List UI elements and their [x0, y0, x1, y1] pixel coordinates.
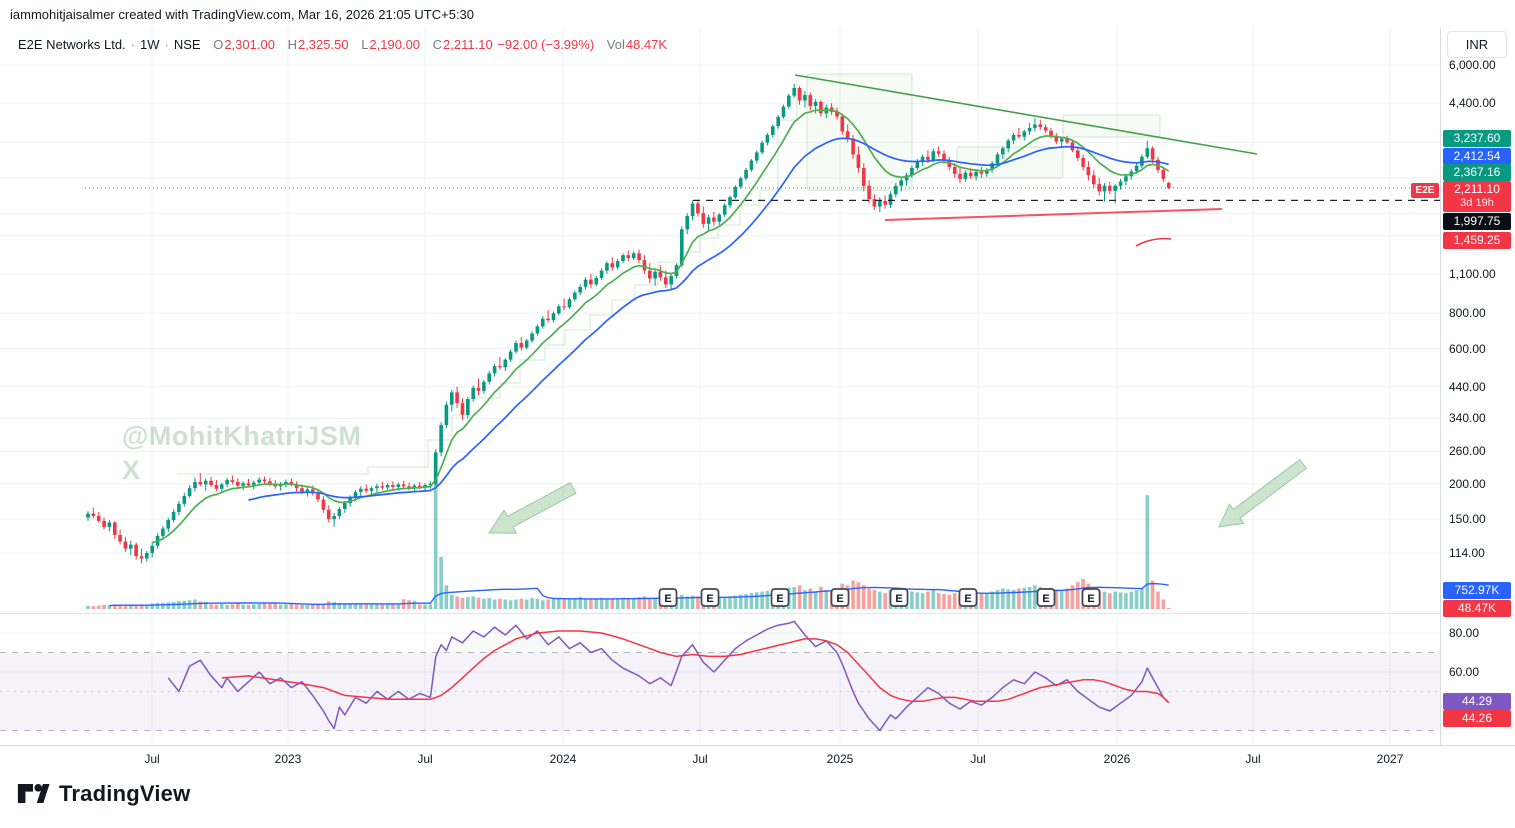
price-axis-label: 6,000.00: [1449, 58, 1496, 72]
high-value: 2,325.50: [297, 37, 349, 52]
price-axis-label: 1,100.00: [1449, 266, 1496, 281]
currency-button[interactable]: INR: [1447, 31, 1507, 58]
volume-label: Vol: [606, 37, 625, 52]
close-value: 2,211.10: [443, 37, 493, 52]
svg-text:E: E: [1042, 593, 1049, 605]
earnings-marker[interactable]: E: [658, 588, 678, 607]
svg-text:E: E: [836, 593, 843, 605]
price-axis-label: 4,400.00: [1449, 96, 1496, 111]
grid-layer: [0, 28, 1440, 744]
earnings-marker[interactable]: E: [889, 588, 909, 607]
time-tick-label: 2025: [826, 752, 854, 766]
svg-text:E: E: [895, 593, 902, 605]
time-tick-label: 2024: [549, 752, 577, 766]
red-level-badge: 1,459.25: [1443, 232, 1511, 249]
ema-slow-badge: 2,412.54: [1443, 148, 1511, 165]
countdown-timer: 3d 19h: [1460, 197, 1494, 209]
time-tick-label: Jul: [692, 752, 708, 766]
change-value: −92.00 (−3.99%): [497, 37, 595, 52]
time-tick-label: 2027: [1376, 752, 1404, 766]
symbol-legend[interactable]: E2E Networks Ltd. · 1W · NSE O2,301.00 H2,32…: [18, 37, 667, 52]
time-tick-label: Jul: [970, 752, 986, 766]
earnings-marker[interactable]: E: [700, 588, 720, 607]
time-tick-label: Jul: [417, 752, 433, 766]
price-axis[interactable]: INR 6,000.00 4,400.00 1,100.00 800.00 600.00…: [1441, 0, 1515, 745]
rsi-overbought-fill: [437, 625, 591, 653]
svg-text:E: E: [776, 593, 783, 605]
price-axis-label: 260.00: [1449, 444, 1486, 459]
close-label: C: [432, 37, 443, 52]
rsi-band: [0, 652, 1440, 731]
candles-layer: [86, 83, 1171, 564]
volume-ma-line: [109, 582, 1169, 607]
high-label: H: [287, 37, 297, 52]
earnings-marker[interactable]: E: [770, 588, 790, 607]
time-tick-label: 2026: [1103, 752, 1131, 766]
price-axis-border: [1440, 28, 1441, 745]
low-label: L: [361, 37, 369, 52]
separator-dot: ·: [164, 37, 169, 52]
drawn-arrow[interactable]: [1218, 458, 1308, 528]
rsi-overbought-fill: [731, 621, 837, 653]
tradingview-logo-icon: [17, 784, 50, 803]
price-axis-label: 440.00: [1449, 379, 1486, 394]
rsi-axis-label: 80.00: [1449, 626, 1480, 640]
svg-text:E: E: [964, 593, 971, 605]
svg-text:E: E: [664, 593, 671, 605]
volume-badge: 48.47K: [1443, 600, 1511, 617]
ema-slow-line[interactable]: [248, 137, 1169, 501]
horizontal-line-badge: 1,997.75: [1443, 213, 1511, 230]
volume-value: 48.47K: [625, 37, 668, 52]
rsi-ma-line[interactable]: [221, 630, 1170, 704]
support-trendline[interactable]: [884, 208, 1223, 221]
rsi-line[interactable]: [167, 620, 1170, 732]
last-price-badge: 2,211.10 3d 19h: [1443, 181, 1511, 212]
price-axis-label: 150.00: [1449, 512, 1486, 527]
ema-fast-line[interactable]: [152, 109, 1170, 544]
svg-text:E: E: [1087, 593, 1094, 605]
volume-ma-badge: 752.97K: [1443, 582, 1511, 599]
interval-label[interactable]: 1W: [140, 37, 160, 52]
symbol-title[interactable]: E2E Networks Ltd.: [18, 37, 126, 52]
time-tick-label: 2023: [274, 752, 302, 766]
ema-fast-badge: 2,367.16: [1443, 164, 1511, 181]
rsi-badge: 44.29: [1443, 693, 1511, 710]
earnings-marker[interactable]: E: [958, 588, 978, 607]
watermark-line2: X: [122, 454, 141, 485]
time-tick-label: Jul: [144, 752, 160, 766]
price-axis-label: 114.00: [1449, 545, 1485, 560]
rsi-axis-label: 60.00: [1449, 665, 1480, 679]
red-curve[interactable]: [1135, 237, 1172, 247]
separator-dot: ·: [130, 37, 135, 52]
credit-text: iammohitjaisalmer created with TradingVi…: [10, 7, 475, 22]
tradingview-logo-text: TradingView: [59, 780, 191, 806]
time-tick-label: Jul: [1245, 752, 1261, 766]
open-value: 2,301.00: [224, 37, 275, 52]
earnings-marker[interactable]: E: [830, 588, 850, 607]
earnings-marker[interactable]: E: [1036, 588, 1056, 607]
earnings-marker[interactable]: E: [1081, 588, 1101, 607]
rsi-ma-badge: 44.26: [1443, 710, 1511, 727]
svg-text:E: E: [706, 593, 713, 605]
price-axis-label: 600.00: [1449, 341, 1486, 356]
symbol-price-tag: E2E: [1411, 183, 1439, 198]
watermark-line1: @MohitKhatriJSM: [122, 421, 362, 451]
exchange-label[interactable]: NSE: [173, 37, 201, 52]
price-axis-label: 340.00: [1449, 411, 1486, 426]
rsi-overbought-fill: [685, 644, 698, 653]
low-value: 2,190.00: [369, 37, 421, 52]
price-axis-label: 800.00: [1449, 306, 1486, 321]
tradingview-logo[interactable]: TradingView: [16, 780, 190, 807]
open-label: O: [213, 37, 224, 52]
descending-trendline[interactable]: [794, 74, 1258, 155]
watermark: @MohitKhatriJSM X: [122, 420, 361, 488]
price-axis-label: 200.00: [1449, 476, 1486, 491]
green-level-badge: 3,237.60: [1443, 130, 1511, 147]
drawn-arrow[interactable]: [488, 482, 577, 534]
time-axis[interactable]: Jul 2023 Jul 2024 Jul 2025 Jul 2026 Jul 2027: [0, 745, 1515, 774]
